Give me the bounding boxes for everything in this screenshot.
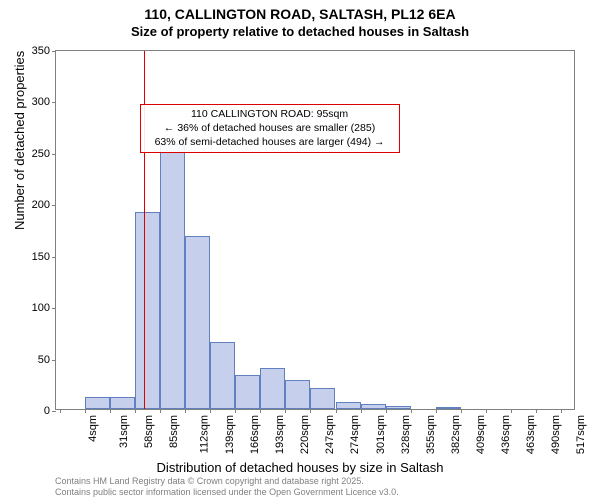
x-tick-label: 355sqm	[425, 415, 437, 454]
x-tick-label: 463sqm	[525, 415, 537, 454]
histogram-bar	[310, 388, 335, 409]
x-tick-mark	[386, 409, 387, 413]
x-axis-label: Distribution of detached houses by size …	[0, 460, 600, 475]
x-tick-label: 328sqm	[400, 415, 412, 454]
histogram-bar	[336, 402, 361, 409]
x-tick-mark	[361, 409, 362, 413]
histogram-bar	[135, 212, 160, 409]
x-tick-label: 247sqm	[324, 415, 336, 454]
x-tick-mark	[160, 409, 161, 413]
footer-line-1: Contains HM Land Registry data © Crown c…	[55, 476, 399, 487]
x-tick-mark	[511, 409, 512, 413]
x-tick-label: 166sqm	[249, 415, 261, 454]
x-tick-label: 4sqm	[87, 415, 99, 442]
histogram-bar	[210, 342, 235, 409]
x-tick-label: 382sqm	[450, 415, 462, 454]
footer-line-2: Contains public sector information licen…	[55, 487, 399, 498]
chart-title-sub: Size of property relative to detached ho…	[0, 24, 600, 39]
x-tick-mark	[85, 409, 86, 413]
x-tick-mark	[60, 409, 61, 413]
x-tick-mark	[486, 409, 487, 413]
x-tick-label: 220sqm	[299, 415, 311, 454]
chart-title-main: 110, CALLINGTON ROAD, SALTASH, PL12 6EA	[0, 6, 600, 22]
x-tick-label: 193sqm	[274, 415, 286, 454]
histogram-bar	[110, 397, 135, 409]
y-tick-mark	[52, 102, 56, 103]
x-tick-mark	[260, 409, 261, 413]
x-tick-label: 409sqm	[475, 415, 487, 454]
plot-area: 0501001502002503003504sqm31sqm58sqm85sqm…	[55, 50, 575, 410]
histogram-bar	[235, 375, 260, 409]
histogram-bar	[85, 397, 110, 409]
histogram-bar	[436, 407, 461, 409]
y-tick-mark	[52, 360, 56, 361]
x-tick-label: 58sqm	[143, 415, 155, 448]
x-tick-mark	[185, 409, 186, 413]
x-tick-mark	[461, 409, 462, 413]
annotation-title: 110 CALLINGTON ROAD: 95sqm	[147, 108, 393, 122]
x-tick-label: 436sqm	[500, 415, 512, 454]
y-tick-mark	[52, 308, 56, 309]
x-tick-mark	[561, 409, 562, 413]
x-tick-label: 112sqm	[198, 415, 210, 453]
y-tick-mark	[52, 154, 56, 155]
x-tick-mark	[285, 409, 286, 413]
x-tick-mark	[210, 409, 211, 413]
histogram-bar	[185, 236, 210, 409]
x-tick-label: 31sqm	[118, 415, 130, 448]
x-tick-label: 85sqm	[168, 415, 180, 448]
x-tick-label: 517sqm	[575, 415, 587, 454]
y-tick-mark	[52, 205, 56, 206]
y-tick-mark	[52, 411, 56, 412]
annotation-box: 110 CALLINGTON ROAD: 95sqm← 36% of detac…	[140, 104, 400, 153]
y-axis-label: Number of detached properties	[12, 51, 27, 230]
x-tick-mark	[436, 409, 437, 413]
x-tick-mark	[235, 409, 236, 413]
histogram-bar	[160, 144, 185, 409]
histogram-chart: 110, CALLINGTON ROAD, SALTASH, PL12 6EA …	[0, 0, 600, 500]
histogram-bar	[260, 368, 285, 409]
x-tick-mark	[536, 409, 537, 413]
annotation-line-1: ← 36% of detached houses are smaller (28…	[147, 122, 393, 136]
annotation-line-2: 63% of semi-detached houses are larger (…	[147, 136, 393, 150]
x-tick-label: 490sqm	[550, 415, 562, 454]
histogram-bar	[386, 406, 411, 409]
x-tick-mark	[336, 409, 337, 413]
x-tick-label: 274sqm	[350, 415, 362, 454]
histogram-bar	[361, 404, 386, 409]
y-tick-mark	[52, 257, 56, 258]
x-tick-mark	[310, 409, 311, 413]
x-tick-mark	[135, 409, 136, 413]
x-tick-label: 301sqm	[375, 415, 387, 454]
footer-attribution: Contains HM Land Registry data © Crown c…	[55, 476, 399, 498]
x-tick-label: 139sqm	[224, 415, 236, 454]
x-tick-mark	[110, 409, 111, 413]
histogram-bar	[285, 380, 310, 409]
y-tick-mark	[52, 51, 56, 52]
x-tick-mark	[411, 409, 412, 413]
